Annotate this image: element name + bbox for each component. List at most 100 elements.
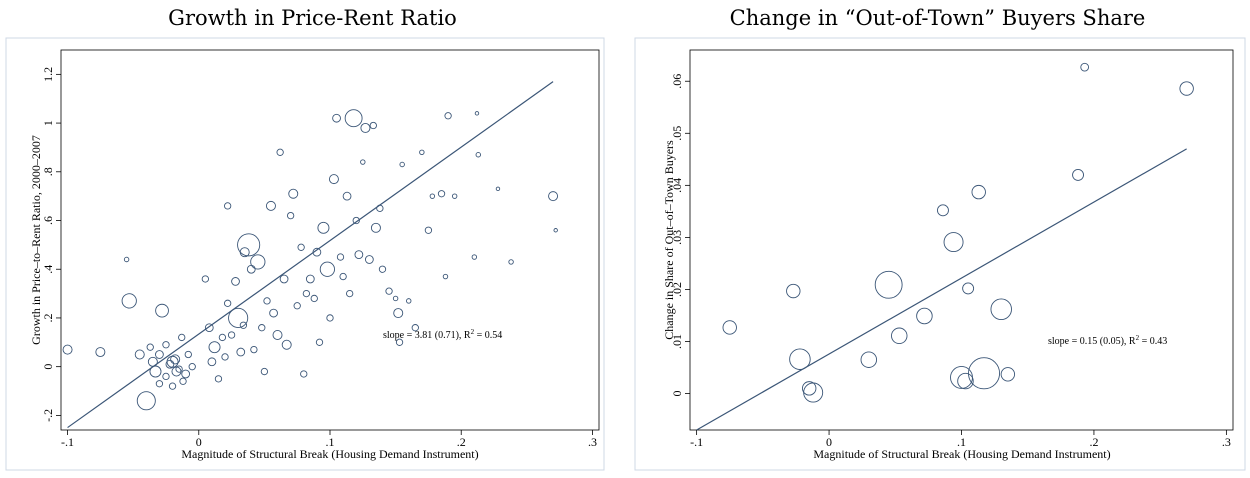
- data-point: [263, 297, 271, 305]
- data-point: [279, 274, 289, 284]
- x-tick-label: .2: [457, 435, 466, 449]
- data-point: [339, 272, 347, 281]
- data-point: [204, 323, 214, 333]
- data-point: [860, 351, 878, 368]
- data-point: [1000, 367, 1016, 382]
- data-point: [276, 148, 284, 156]
- fit-annotation: slope = 0.15 (0.05), R2 = 0.43: [1048, 334, 1167, 347]
- data-point: [258, 324, 266, 332]
- data-point: [370, 222, 381, 233]
- data-point: [475, 152, 481, 158]
- data-point: [346, 289, 354, 298]
- data-point: [168, 382, 177, 390]
- chart-title: Growth in Price-Rent Ratio: [168, 6, 457, 30]
- x-axis-label: Magnitude of Structural Break (Housing D…: [813, 447, 1110, 461]
- data-point: [786, 283, 801, 299]
- data-point: [272, 330, 283, 340]
- data-point: [802, 381, 817, 396]
- data-point: [223, 299, 232, 307]
- y-tick-label: .8: [41, 167, 55, 176]
- data-point: [228, 307, 249, 328]
- data-point: [471, 254, 478, 260]
- data-point: [937, 204, 949, 217]
- data-point: [310, 294, 318, 303]
- fit-line: [696, 148, 1187, 431]
- data-point: [424, 226, 433, 234]
- x-tick-label: -.1: [61, 435, 74, 449]
- data-point: [165, 359, 175, 369]
- data-point: [123, 256, 130, 263]
- data-point: [214, 375, 223, 383]
- data-point: [302, 289, 311, 298]
- data-point: [474, 111, 480, 116]
- scatter-points: [62, 109, 559, 411]
- data-point: [62, 344, 73, 355]
- y-axis-label: Growth in Price–to–Rent Ratio, 2000–2007: [29, 135, 43, 345]
- data-point: [218, 333, 227, 342]
- scatter-points: [722, 62, 1194, 403]
- data-point: [342, 191, 352, 201]
- data-point: [269, 308, 278, 318]
- data-point: [121, 293, 137, 309]
- data-point: [162, 372, 170, 381]
- axis-ticks: -.1 0 .1 .2 .3 0 .01 .02 .03 .04 .05 .06: [670, 74, 1231, 449]
- data-point: [495, 186, 501, 192]
- data-point: [957, 372, 974, 390]
- data-point: [315, 338, 324, 346]
- data-point: [429, 193, 436, 199]
- y-tick-label: .04: [670, 178, 684, 193]
- y-axis-label: Change in Share of Out–of–Town Buyers: [662, 140, 676, 340]
- data-point: [281, 339, 292, 350]
- y-tick-label: .02: [670, 282, 684, 297]
- y-tick-label: .2: [41, 313, 55, 322]
- data-point: [166, 355, 179, 368]
- y-tick-label: 1: [41, 120, 55, 126]
- x-tick-label: 0: [826, 435, 832, 449]
- data-point: [305, 274, 315, 284]
- data-point: [971, 184, 986, 200]
- data-point: [95, 347, 106, 358]
- data-point: [803, 382, 824, 403]
- data-point: [891, 327, 908, 345]
- data-point: [326, 314, 334, 322]
- data-point: [437, 190, 446, 198]
- axis-ticks: -.1 0 .1 .2 .3 -.2 0 .2 .4 .6 .8 1 1.2: [41, 67, 597, 449]
- data-point: [170, 354, 181, 365]
- y-tick-label: 0: [41, 364, 55, 370]
- data-point: [149, 365, 162, 378]
- data-point: [916, 307, 933, 325]
- data-point: [722, 320, 737, 335]
- data-point: [155, 350, 164, 359]
- chart-frame: [5, 37, 605, 471]
- fit-line: [67, 81, 554, 429]
- y-tick-label: .03: [670, 230, 684, 245]
- fit-annotation: slope = 3.81 (0.71), R2 = 0.54: [383, 328, 502, 341]
- data-point: [297, 243, 305, 251]
- right-chart-panel: Change in “Out-of-Town” Buyers Share -.1…: [625, 0, 1250, 478]
- data-point: [175, 365, 183, 373]
- data-point: [378, 265, 387, 273]
- data-point: [223, 202, 232, 210]
- y-tick-label: .06: [670, 74, 684, 89]
- data-point: [237, 233, 261, 257]
- data-point: [136, 391, 156, 411]
- data-point: [395, 338, 404, 346]
- plot-area: [689, 49, 1234, 431]
- data-point: [393, 308, 404, 319]
- data-point: [286, 211, 295, 220]
- data-point: [221, 353, 229, 361]
- data-point: [1179, 81, 1194, 96]
- data-point: [444, 112, 452, 120]
- data-point: [319, 261, 335, 277]
- x-axis-label: Magnitude of Structural Break (Housing D…: [181, 447, 478, 461]
- x-tick-label: .3: [1222, 435, 1231, 449]
- data-point: [943, 232, 964, 253]
- data-point: [317, 221, 330, 234]
- x-tick-label: 0: [196, 435, 202, 449]
- chart-title: Change in “Out-of-Town” Buyers Share: [729, 6, 1146, 30]
- data-point: [250, 345, 258, 354]
- data-point: [250, 254, 266, 270]
- y-tick-label: 0: [670, 391, 684, 397]
- data-point: [231, 277, 240, 286]
- y-tick-label: .4: [41, 265, 55, 274]
